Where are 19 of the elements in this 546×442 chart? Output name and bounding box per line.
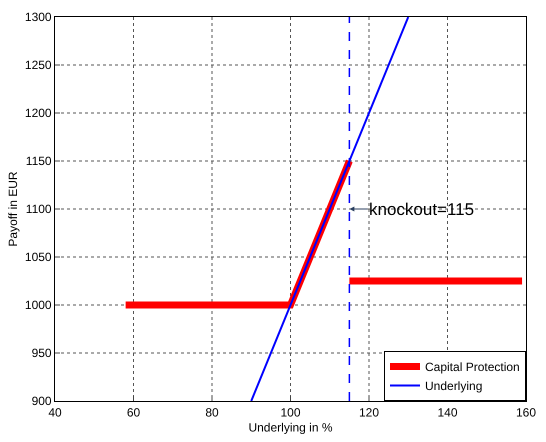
y-tick-label: 1200 <box>24 106 52 120</box>
y-tick-label: 1050 <box>24 250 52 264</box>
y-tick-label: 1300 <box>24 10 52 24</box>
y-tick-label: 1100 <box>26 202 52 216</box>
annotation: knockout=115 <box>369 200 474 219</box>
legend-label: Underlying <box>425 379 482 394</box>
y-tick-label: 950 <box>32 346 52 360</box>
x-tick-label: 100 <box>280 405 301 420</box>
y-tick-label: 1150 <box>26 154 52 168</box>
y-tick-label: 1250 <box>24 58 52 72</box>
x-tick-label: 120 <box>358 405 380 420</box>
x-axis-title: Underlying in % <box>248 420 333 434</box>
x-tick-label: 80 <box>205 405 219 420</box>
x-tick-label: 60 <box>126 405 140 420</box>
y-tick-label: 1000 <box>24 298 52 312</box>
x-tick-label: 160 <box>516 405 536 420</box>
x-tick-label: 140 <box>437 405 458 420</box>
legend-label: Capital Protection <box>425 360 520 374</box>
y-axis-title: Payoff in EUR <box>6 171 20 247</box>
